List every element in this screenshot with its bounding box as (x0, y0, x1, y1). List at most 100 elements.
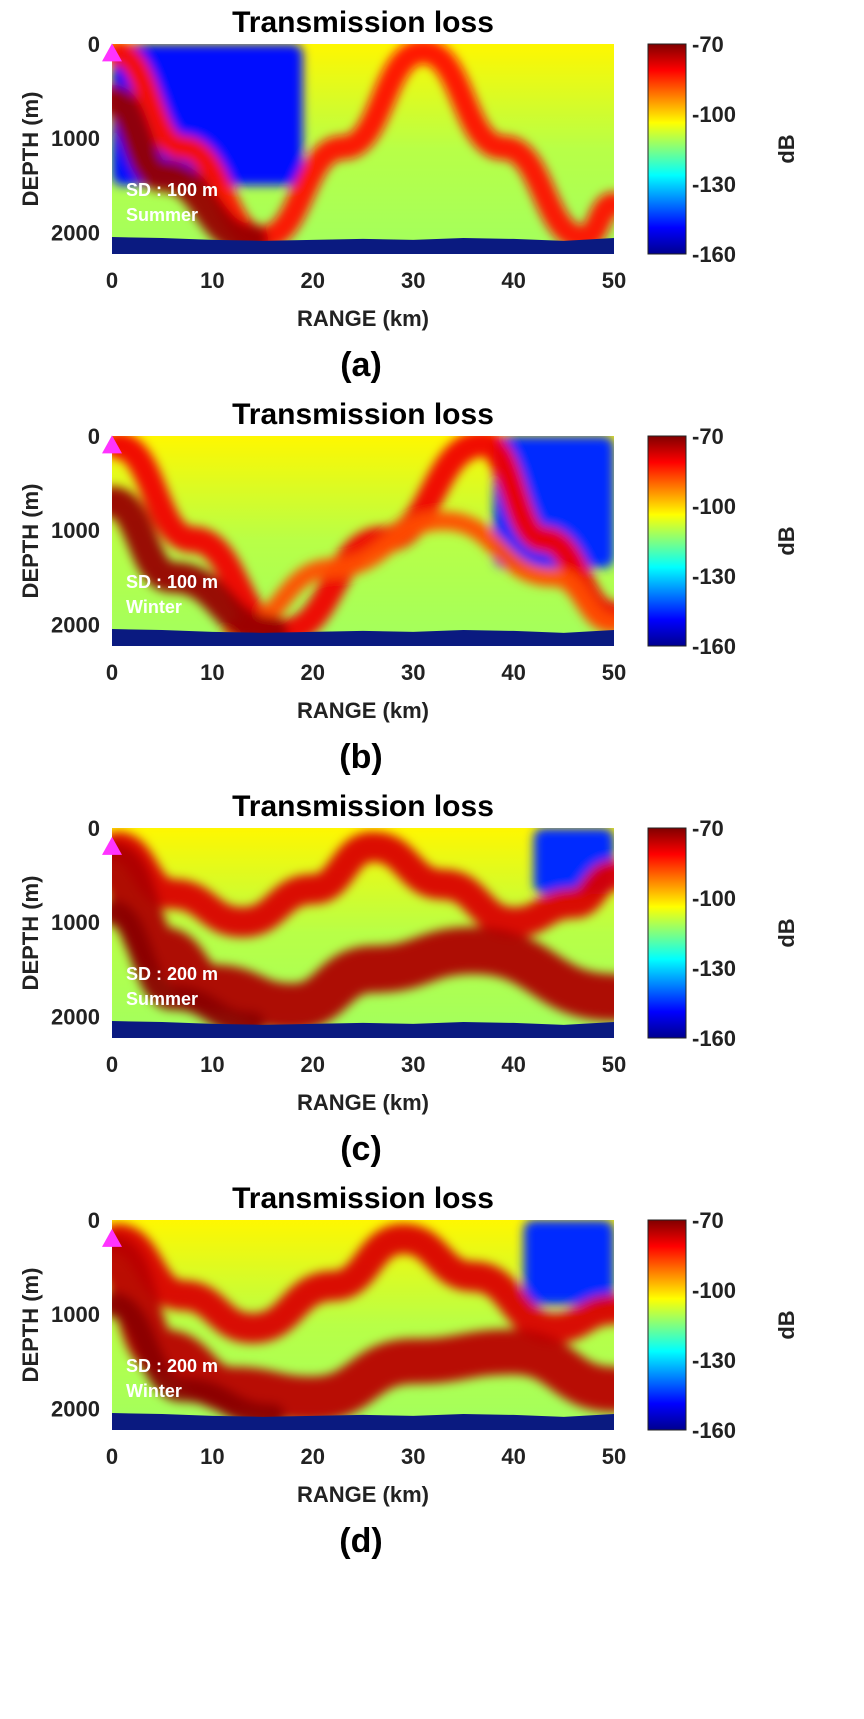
colorbar-tick-label: -70 (692, 1208, 724, 1233)
annotation-line: Summer (126, 205, 198, 225)
colorbar-tick-label: -160 (692, 1418, 736, 1443)
x-tick-label: 50 (602, 1444, 626, 1469)
heatmap-area (112, 828, 614, 1038)
convergence-zone-path (112, 486, 289, 646)
x-tick-label: 50 (602, 1052, 626, 1077)
y-tick-label: 0 (88, 424, 100, 449)
annotation-line: Winter (126, 1381, 182, 1401)
field-features (112, 436, 614, 646)
x-axis-label: RANGE (km) (297, 698, 429, 723)
seabed (112, 629, 614, 646)
x-tick-label: 0 (106, 660, 118, 685)
x-axis-label: RANGE (km) (297, 306, 429, 331)
y-axis-label: DEPTH (m) (18, 876, 43, 991)
x-axis-label: RANGE (km) (297, 1482, 429, 1507)
x-tick-label: 0 (106, 1444, 118, 1469)
y-tick-label: 2000 (51, 1004, 100, 1029)
chart-title: Transmission loss (232, 790, 494, 823)
x-axis-label: RANGE (km) (297, 1090, 429, 1115)
chart-title: Transmission loss (232, 398, 494, 431)
x-tick-label: 10 (200, 268, 224, 293)
x-tick-label: 30 (401, 268, 425, 293)
y-tick-label: 0 (88, 1208, 100, 1233)
convergence-zone-path (112, 1223, 614, 1344)
annotation-line: Winter (126, 597, 182, 617)
annotation-line: SD : 200 m (126, 1356, 218, 1376)
x-tick-label: 10 (200, 1052, 224, 1077)
colorbar-label: dB (774, 526, 799, 555)
x-tick-label: 20 (301, 268, 325, 293)
colorbar-label: dB (774, 134, 799, 163)
chart-panel-d: Transmission loss SD : 200 m Winter 0 10 20 30… (18, 1182, 799, 1560)
colorbar (647, 1219, 687, 1431)
field-features (112, 44, 614, 254)
heatmap-area (112, 436, 614, 646)
chart-title: Transmission loss (232, 6, 494, 39)
x-tick-label: 20 (301, 660, 325, 685)
convergence-zone-path (112, 44, 614, 251)
x-tick-label: 50 (602, 660, 626, 685)
y-tick-label: 2000 (51, 1396, 100, 1421)
field-features (112, 828, 614, 1037)
colorbar-label: dB (774, 918, 799, 947)
x-tick-label: 20 (301, 1444, 325, 1469)
x-tick-label: 50 (602, 268, 626, 293)
colorbar-tick-label: -70 (692, 816, 724, 841)
chart-panel-b: Transmission loss SD : 100 m Winter 0 10 20 30… (18, 398, 799, 776)
panel-label: (d) (339, 1522, 382, 1560)
chart-panel-c: Transmission loss SD : 200 m Summer 0 10 20 30… (18, 790, 799, 1168)
colorbar-tick-label: -100 (692, 886, 736, 911)
heatmap-area (112, 1220, 614, 1430)
source-marker (102, 435, 122, 454)
colorbar-tick-label: -100 (692, 494, 736, 519)
field-features (112, 1220, 614, 1429)
x-tick-label: 0 (106, 1052, 118, 1077)
convergence-zone-path (112, 1292, 285, 1429)
colorbar-tick-label: -130 (692, 172, 736, 197)
y-tick-label: 2000 (51, 220, 100, 245)
colorbar-tick-label: -130 (692, 1348, 736, 1373)
colorbar-tick-label: -160 (692, 242, 736, 267)
annotation-line: SD : 100 m (126, 572, 218, 592)
y-tick-label: 1000 (51, 518, 100, 543)
x-tick-label: 30 (401, 660, 425, 685)
x-tick-label: 40 (501, 268, 525, 293)
convergence-zone-path (112, 84, 269, 254)
colorbar-tick-label: -100 (692, 102, 736, 127)
y-tick-label: 1000 (51, 126, 100, 151)
annotation-line: Summer (126, 989, 198, 1009)
colorbar-tick-label: -160 (692, 634, 736, 659)
heatmap-area (112, 44, 614, 254)
source-marker (102, 836, 122, 855)
colorbar (647, 435, 687, 647)
shadow-zone (112, 44, 303, 186)
y-tick-label: 1000 (51, 910, 100, 935)
colorbar (647, 827, 687, 1039)
annotation-line: SD : 100 m (126, 180, 218, 200)
colorbar-tick-label: -130 (692, 956, 736, 981)
colorbar-tick-label: -130 (692, 564, 736, 589)
y-tick-label: 2000 (51, 612, 100, 637)
colorbar-label: dB (774, 1310, 799, 1339)
x-tick-label: 40 (501, 660, 525, 685)
x-tick-label: 0 (106, 268, 118, 293)
x-tick-label: 40 (501, 1052, 525, 1077)
convergence-zone-path (112, 900, 265, 1037)
convergence-zone-path (112, 842, 614, 1031)
colorbar-tick-label: -160 (692, 1026, 736, 1051)
y-axis-label: DEPTH (m) (18, 1268, 43, 1383)
panel-label: (a) (340, 346, 382, 384)
colorbar-tick-label: -70 (692, 424, 724, 449)
panel-label: (c) (340, 1130, 382, 1168)
x-tick-label: 10 (200, 1444, 224, 1469)
x-tick-label: 30 (401, 1052, 425, 1077)
x-tick-label: 10 (200, 660, 224, 685)
y-tick-label: 1000 (51, 1302, 100, 1327)
x-tick-label: 20 (301, 1052, 325, 1077)
source-marker (102, 43, 122, 62)
shadow-zone (523, 1220, 614, 1305)
panel-label: (b) (339, 738, 382, 776)
colorbar-tick-label: -70 (692, 32, 724, 57)
seabed (112, 1021, 614, 1038)
